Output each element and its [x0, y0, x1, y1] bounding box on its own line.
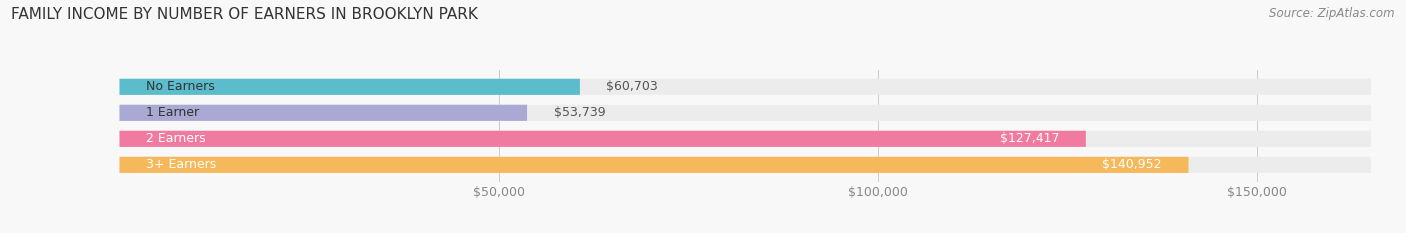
- FancyBboxPatch shape: [120, 79, 579, 95]
- Text: $127,417: $127,417: [1000, 132, 1059, 145]
- Text: 1 Earner: 1 Earner: [146, 106, 200, 119]
- FancyBboxPatch shape: [120, 131, 1085, 147]
- Text: 3+ Earners: 3+ Earners: [146, 158, 217, 171]
- FancyBboxPatch shape: [120, 79, 1371, 95]
- Text: 2 Earners: 2 Earners: [146, 132, 205, 145]
- Text: $60,703: $60,703: [606, 80, 658, 93]
- FancyBboxPatch shape: [120, 157, 1188, 173]
- Text: Source: ZipAtlas.com: Source: ZipAtlas.com: [1270, 7, 1395, 20]
- FancyBboxPatch shape: [120, 105, 527, 121]
- Text: No Earners: No Earners: [146, 80, 215, 93]
- FancyBboxPatch shape: [120, 131, 1371, 147]
- FancyBboxPatch shape: [120, 105, 1371, 121]
- Text: $53,739: $53,739: [554, 106, 605, 119]
- FancyBboxPatch shape: [120, 157, 1371, 173]
- Text: FAMILY INCOME BY NUMBER OF EARNERS IN BROOKLYN PARK: FAMILY INCOME BY NUMBER OF EARNERS IN BR…: [11, 7, 478, 22]
- Text: $140,952: $140,952: [1102, 158, 1161, 171]
